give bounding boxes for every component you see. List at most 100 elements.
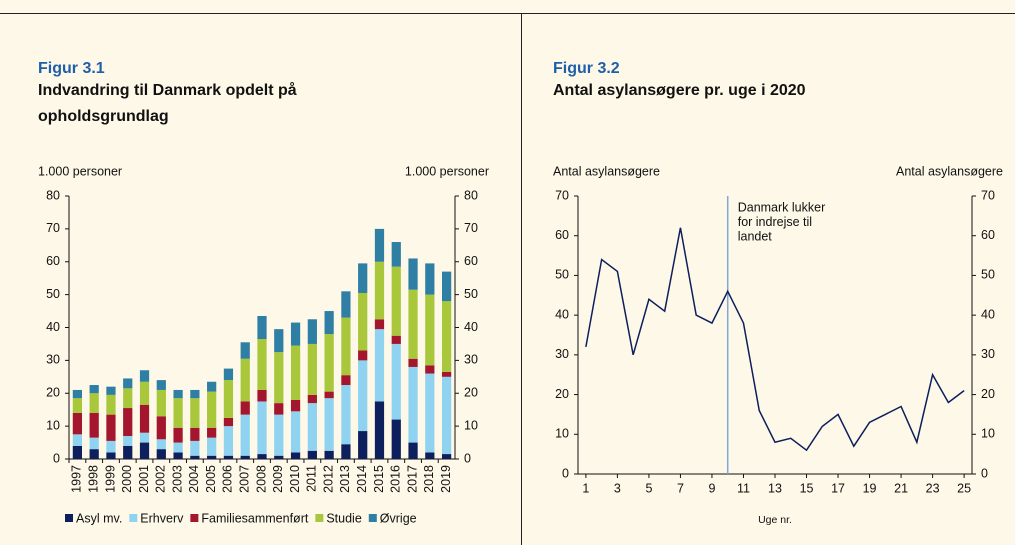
x-tick-label: 23 [926,481,940,495]
x-tick-label: 2008 [254,465,268,493]
y-tick-label: 40 [46,320,60,334]
bar-segment [123,445,133,459]
x-tick-label: 25 [957,481,971,495]
annotation-text: for indrejse til [738,215,812,229]
bar-segment [341,444,351,459]
bar-segment [207,427,217,438]
bar-segment [408,258,418,290]
x-tick-label: 2012 [321,465,335,493]
bar-segment [223,455,234,459]
bar-segment [173,442,183,453]
bar-segment [72,412,83,435]
bar-segment [441,371,452,377]
bar-segment [290,411,301,453]
bar-segment [190,427,200,441]
bar-segment [307,319,317,344]
legend-label: Erhverv [140,511,184,525]
x-tick-label: 2016 [389,465,403,493]
x-tick-label: 2014 [355,465,369,493]
bar-segment [106,414,116,441]
y-tick-label: 70 [46,221,60,235]
x-tick-label: 2005 [204,465,218,493]
bar-segment [425,365,435,374]
x-tick-label: 1 [582,481,589,495]
x-tick-label: 2018 [422,465,436,493]
y2-tick-label: 50 [981,268,995,282]
bar-segment [408,442,418,459]
x-tick-label: 17 [831,481,845,495]
bar-segment [89,449,99,459]
bar-segment [89,393,99,413]
legend-swatch [65,514,73,522]
bar-segment [240,401,250,415]
bar-segment [240,342,250,359]
x-tick-label: 21 [894,481,908,495]
bar-segment [408,289,418,359]
y-tick-label: 20 [46,386,60,400]
y2-tick-label: 30 [981,347,995,361]
bar-segment [358,292,368,351]
x-tick-label: 1997 [70,465,84,493]
y2-tick-label: 50 [464,287,478,301]
bar-segment [173,427,183,443]
bar-segment [391,335,401,344]
legend-label: Øvrige [380,511,417,525]
bar-segment [72,434,83,446]
y-tick-label: 30 [46,353,60,367]
x-tick-label: 3 [614,481,621,495]
bar-segment [123,388,133,409]
x-tick-label: 2007 [238,465,252,493]
bar-segment [425,263,435,295]
x-tick-label: 13 [768,481,782,495]
bar-segment [207,437,217,456]
y-tick-label: 60 [46,254,60,268]
y-tick-label: 70 [555,188,569,202]
y2-tick-label: 20 [464,386,478,400]
bar-segment [358,350,368,361]
bar-segment [139,404,150,433]
x-tick-label: 1999 [103,465,117,493]
legend-swatch [368,514,377,522]
x-tick-label: 2002 [154,465,168,493]
y-tick-label: 30 [555,347,569,361]
x-tick-label: 2009 [271,465,285,493]
bar-segment [190,398,200,428]
bar-segment [324,391,334,399]
bar-segment [274,414,284,456]
figure-number: Figur 3.2 [553,60,620,77]
bar-segment [307,343,317,395]
chart-title: Antal asylansøgere pr. uge i 2020 [553,82,806,99]
bar-segment [441,454,452,459]
y-axis-label: Antal asylansøgere [553,164,660,178]
bar-segment [274,455,284,459]
y2-tick-label: 60 [464,254,478,268]
x-tick-label: 1998 [86,465,100,493]
bar-segment [190,389,200,399]
bar-segment [190,440,200,456]
bar-segment [257,315,267,340]
bar-segment [274,352,284,404]
bar-segment [290,322,301,346]
bar-segment [156,416,166,440]
bar-segment [307,403,317,451]
bar-segment [156,380,166,390]
bar-segment [156,449,166,459]
bar-segment [441,301,452,372]
bar-segment [290,452,301,459]
bar-segment [324,311,334,335]
bar-segment [123,378,133,389]
bar-segment [106,394,116,415]
legend-label: Familiesammenført [201,511,308,525]
bar-segment [358,431,368,459]
bar-segment [139,370,150,382]
bar-segment [257,401,267,455]
y2-tick-label: 80 [464,188,478,202]
bar-segment [106,452,116,459]
bar-segment [173,389,183,399]
x-tick-label: 2013 [338,465,352,493]
bar-segment [139,381,150,405]
bar-segment [156,439,166,450]
bar-segment [89,437,99,450]
x-tick-label: 19 [863,481,877,495]
